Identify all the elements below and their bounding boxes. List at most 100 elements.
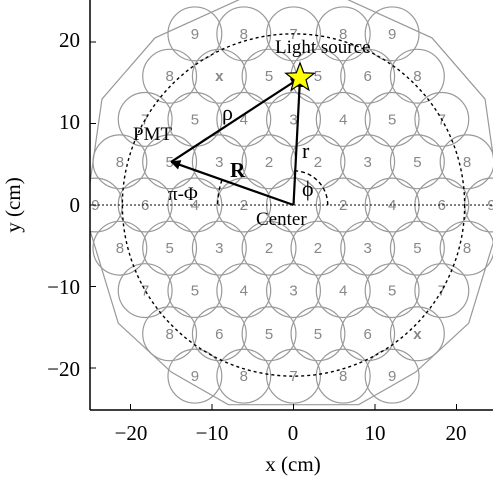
- pmt-label: 7: [289, 368, 297, 385]
- pmt-array: 9 8 7 8 98 x 5 5 6 87 5 4 3 4 5 78 5 3 2 2 3 5 89 6 4 2 2 4 6 98 5 3 2 2 3…: [90, 6, 493, 404]
- pmt-circle: [315, 348, 371, 404]
- pmt-circle: [315, 6, 371, 62]
- pmt-label: 4: [339, 283, 347, 300]
- pmt-circle: [92, 134, 148, 190]
- pmt-label: 8: [463, 154, 471, 171]
- pmt-circle: [315, 91, 371, 147]
- pmt-label: 8: [240, 368, 248, 385]
- pmt-circle: [389, 306, 445, 362]
- pmt-label: 9: [191, 26, 199, 43]
- pmt-label: 6: [141, 197, 149, 214]
- pmt-label: 5: [191, 111, 199, 128]
- pmt-label: PMT: [133, 124, 172, 145]
- pmt-circle: [340, 220, 396, 276]
- pmt-label: 3: [363, 154, 371, 171]
- pmt-circle: [142, 134, 198, 190]
- pmt-label: x: [215, 68, 224, 85]
- pmt-label: 3: [215, 154, 223, 171]
- pmt-label: 5: [165, 154, 173, 171]
- vector-rho: [170, 76, 301, 163]
- pmt-label: 8: [165, 326, 173, 343]
- pmt-label: 8: [463, 240, 471, 257]
- pmt-label: 6: [363, 326, 371, 343]
- pmt-circle: [142, 48, 198, 104]
- light-source-star-icon: [284, 61, 316, 92]
- y-tick-label: −20: [47, 357, 80, 381]
- pmt-label: x: [413, 326, 422, 343]
- pmt-label: 4: [388, 197, 396, 214]
- x-tick-label: 0: [288, 421, 299, 445]
- y-tick-label: 0: [70, 193, 81, 217]
- pmt-label: 7: [438, 283, 446, 300]
- x-tick-label: −20: [115, 421, 148, 445]
- pmt-circle: [241, 306, 297, 362]
- vector-r: [292, 76, 305, 206]
- pmt-label: 4: [240, 111, 248, 128]
- pmt-circle: [340, 134, 396, 190]
- r-label: r: [302, 138, 310, 163]
- pmt-circle: [191, 48, 247, 104]
- plot-area: 9 8 7 8 98 x 5 5 6 87 5 4 3 4 5 78 5 3 2 2 3 5 89 6 4 2 2 4 6 98 5 3 2 2 3…: [90, 0, 493, 406]
- y-axis-label: y (cm): [1, 177, 25, 232]
- pmt-circle: [290, 134, 346, 190]
- pmt-label: 3: [289, 111, 297, 128]
- pmt-label: 5: [413, 240, 421, 257]
- pmt-circle: [290, 306, 346, 362]
- pmt-label: 8: [165, 68, 173, 85]
- pmt-circle: [191, 220, 247, 276]
- pmt-label: 4: [339, 111, 347, 128]
- pmt-circle: [389, 220, 445, 276]
- pmt-label: 2: [265, 240, 273, 257]
- pmt-label: 5: [314, 326, 322, 343]
- pmt-label: 3: [215, 240, 223, 257]
- x-tick-label: −10: [196, 421, 229, 445]
- pmt-label: 5: [314, 68, 322, 85]
- y-tick-label: 10: [59, 110, 80, 134]
- pmt-circle: [340, 306, 396, 362]
- pmt-label: 8: [413, 68, 421, 85]
- phi-label: ϕ: [302, 176, 314, 201]
- rho-label: ρ: [222, 100, 233, 125]
- pmt-circle: [266, 348, 321, 404]
- pmt-label: 5: [165, 240, 173, 257]
- pmt-circle: [241, 220, 297, 276]
- pmt-circle: [216, 6, 272, 62]
- pmt-label: 3: [289, 283, 297, 300]
- pmt-label: 2: [314, 240, 322, 257]
- pmt-circle: [414, 91, 470, 147]
- dashed-circle: [121, 33, 466, 377]
- pmt-circle: [167, 6, 223, 62]
- pmt-circle: [167, 263, 223, 319]
- pmt-circle: [364, 348, 420, 404]
- pmt-label: 5: [413, 154, 421, 171]
- pmt-circle: [364, 91, 420, 147]
- pmt-label: 6: [215, 326, 223, 343]
- pmt-label: 2: [265, 154, 273, 171]
- pmt-label: 8: [339, 26, 347, 43]
- pmt-label: 5: [388, 283, 396, 300]
- pmt-label: 4: [240, 283, 248, 300]
- x-axis-label: x (cm): [265, 452, 320, 476]
- vector-R: [170, 160, 294, 207]
- pmt-label: 9: [388, 26, 396, 43]
- pi-minus-phi-label: π-Φ: [168, 184, 198, 205]
- y-tick-label: 20: [59, 28, 80, 52]
- pmt-circle: [117, 263, 173, 319]
- pmt-circle: [266, 263, 321, 319]
- pmt-circle: [216, 91, 272, 147]
- pmt-circle: [142, 220, 198, 276]
- pmt-label: 8: [339, 368, 347, 385]
- y-tick-label: −10: [47, 275, 80, 299]
- pmt-circle: [439, 220, 493, 276]
- pmt-label: 7: [141, 283, 149, 300]
- light-source-label: Light source: [275, 37, 371, 58]
- pmt-label: 3: [363, 240, 371, 257]
- pmt-label: 5: [265, 68, 273, 85]
- pmt-circle: [117, 91, 173, 147]
- pmt-circle: [167, 348, 223, 404]
- pmt-circle: [216, 263, 272, 319]
- pmt-label: 9: [191, 368, 199, 385]
- pmt-circle: [142, 306, 198, 362]
- pmt-label: 5: [191, 283, 199, 300]
